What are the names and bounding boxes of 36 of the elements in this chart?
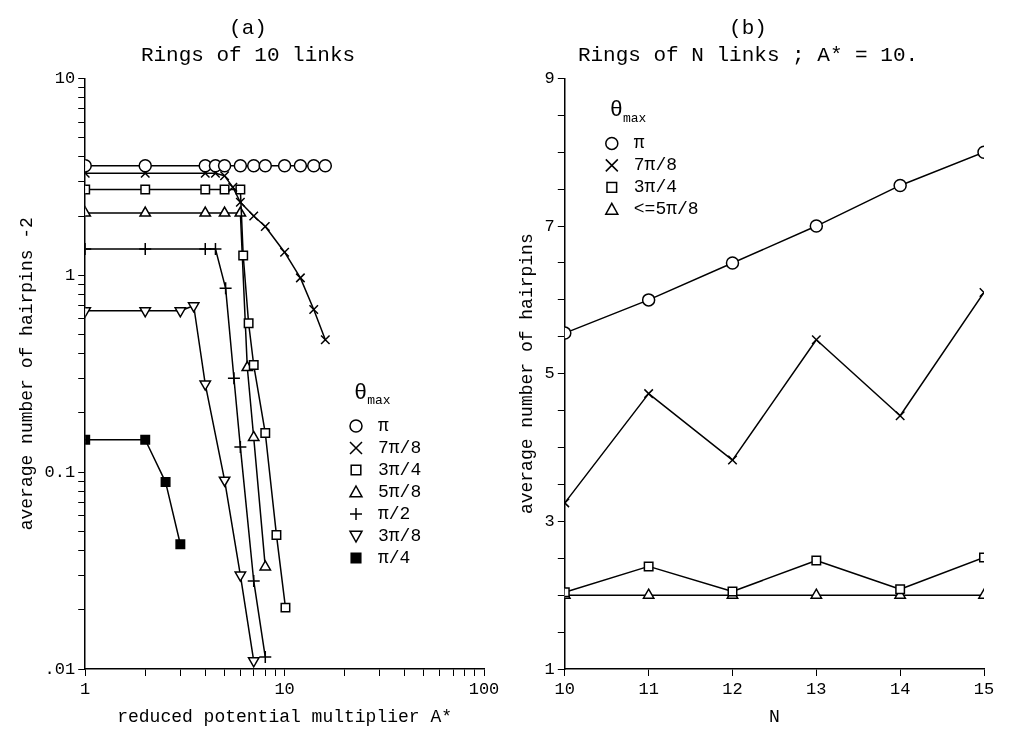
legend-label: 5π/8 — [378, 481, 422, 502]
y-tick-label: .01 — [44, 659, 76, 679]
y-axis-title: average number of hairpins -2 — [16, 217, 37, 531]
y-tick-label: 3 — [544, 511, 555, 531]
x-tick-label: 1 — [80, 679, 91, 699]
y-tick-label: 7 — [544, 216, 555, 236]
y-tick-label: 0.1 — [44, 462, 76, 482]
x-tick-label: 13 — [806, 679, 827, 699]
legend-label: 7π/8 — [633, 155, 678, 176]
x-tick-label: 10 — [274, 679, 295, 699]
legend-label: π/4 — [378, 547, 411, 568]
x-axis-title: N — [768, 706, 780, 727]
legend-label: π — [378, 415, 389, 436]
x-tick-label: 100 — [468, 679, 500, 699]
legend-label: π/2 — [378, 503, 411, 524]
chart-title: (b) — [729, 17, 767, 41]
y-axis-title: average number of hairpins — [516, 233, 537, 515]
x-tick-label: 14 — [889, 679, 911, 699]
chart-title: (a) — [229, 17, 267, 41]
chart-subtitle: Rings of N links ; A* = 10. — [577, 44, 919, 68]
y-tick-label: 10 — [54, 68, 76, 88]
x-tick-label: 15 — [973, 679, 995, 699]
y-tick-label: 1 — [544, 659, 555, 679]
y-tick-label: 5 — [544, 364, 555, 384]
x-axis-title: reduced potential multiplier A* — [117, 706, 453, 727]
legend-label: π — [633, 133, 645, 154]
x-tick-label: 12 — [722, 679, 743, 699]
legend-label: 7π/8 — [378, 437, 422, 458]
legend-label: 3π/4 — [378, 459, 422, 480]
chart-subtitle: Rings of 10 links — [140, 44, 356, 68]
legend-label: 3π/8 — [378, 525, 422, 546]
legend-label: <=5π/8 — [633, 199, 699, 220]
y-tick-label: 1 — [65, 265, 76, 285]
legend-label: 3π/4 — [633, 177, 678, 198]
x-tick-label: 11 — [638, 679, 659, 699]
y-tick-label: 9 — [544, 68, 555, 88]
